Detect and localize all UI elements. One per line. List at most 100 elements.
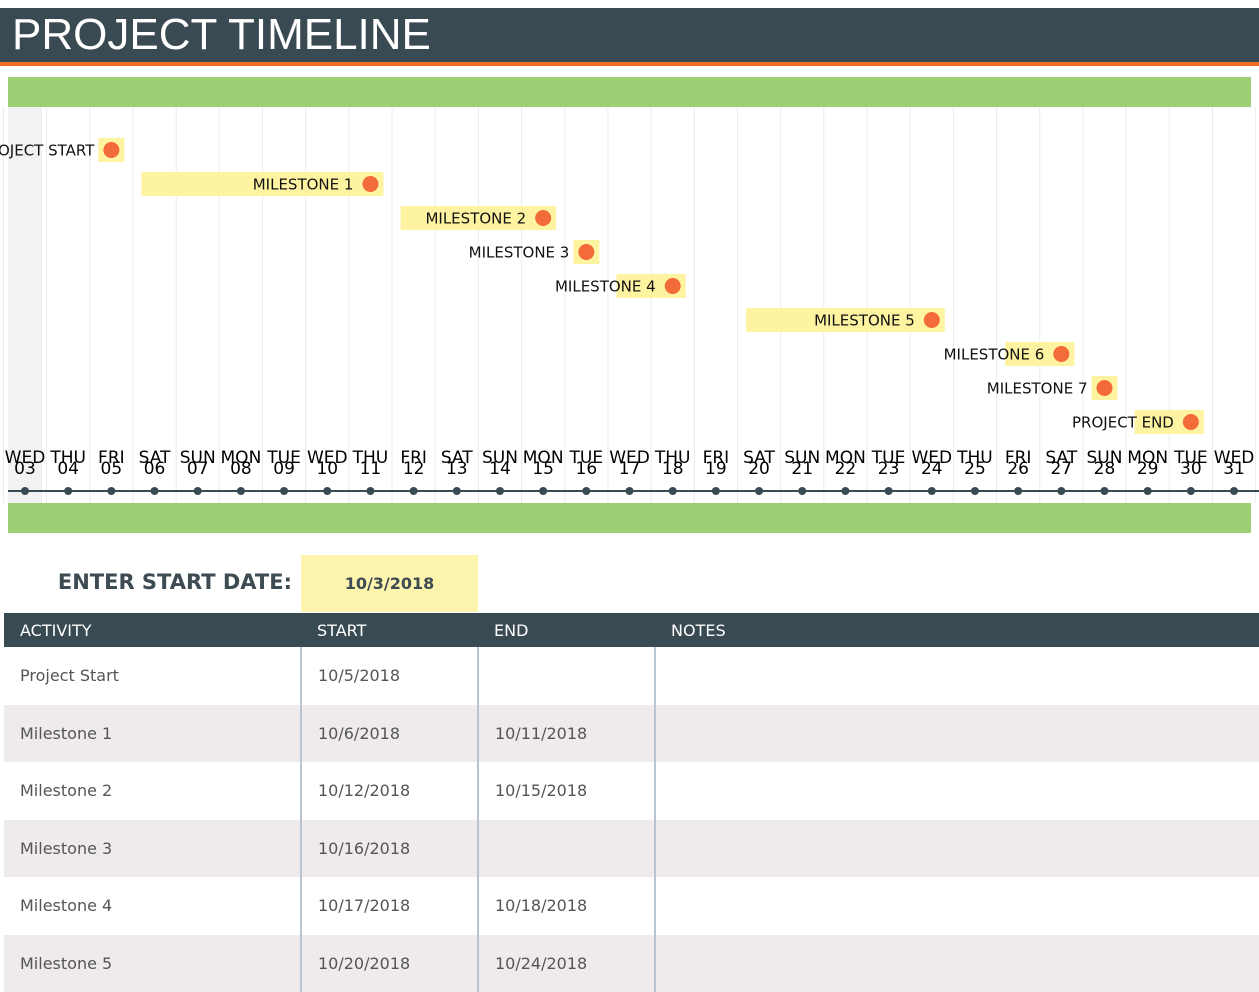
axis-dot: [323, 487, 331, 495]
day-label: 15: [532, 459, 554, 479]
start-date-label: ENTER START DATE:: [0, 570, 292, 594]
milestone-label: MILESTONE 3: [469, 244, 570, 262]
notes-cell: [655, 762, 1259, 820]
table-cell: 10/5/2018: [301, 647, 478, 705]
day-label: 03: [14, 459, 36, 479]
axis-dot: [582, 487, 590, 495]
axis-dot: [194, 487, 202, 495]
day-label: 10: [316, 459, 338, 479]
axis-dot: [107, 487, 115, 495]
table-cell: 10/18/2018: [478, 877, 655, 935]
milestone-dot: [103, 142, 119, 158]
milestone-dot: [1097, 380, 1113, 396]
milestone-dot: [1053, 346, 1069, 362]
day-label: 25: [964, 459, 986, 479]
axis-dot: [755, 487, 763, 495]
axis-dot: [21, 487, 29, 495]
axis-dot: [626, 487, 634, 495]
table-cell: Milestone 5: [4, 935, 301, 992]
day-label: 13: [446, 459, 468, 479]
notes-cell: [655, 647, 1259, 705]
day-label: 20: [748, 459, 770, 479]
axis-dot: [237, 487, 245, 495]
day-label: 04: [57, 459, 79, 479]
day-label: 31: [1223, 459, 1245, 479]
axis-dot: [151, 487, 159, 495]
table-cell: 10/15/2018: [478, 762, 655, 820]
column-header: NOTES: [655, 613, 1259, 647]
day-label: 19: [705, 459, 727, 479]
axis-dot: [1101, 487, 1109, 495]
day-label: 22: [835, 459, 857, 479]
column-header: END: [478, 613, 655, 647]
day-label: 29: [1137, 459, 1159, 479]
milestone-label: MILESTONE 4: [555, 278, 656, 296]
milestone-dot: [1183, 414, 1199, 430]
first-day-shade: [8, 107, 42, 503]
start-date-input[interactable]: 10/3/2018: [301, 555, 478, 612]
day-label: 16: [576, 459, 598, 479]
bottom-band: [8, 503, 1251, 533]
milestone-dot: [578, 244, 594, 260]
axis-dot: [1230, 487, 1238, 495]
milestone-dot: [665, 278, 681, 294]
day-label: 27: [1050, 459, 1072, 479]
table-cell: 10/11/2018: [478, 705, 655, 763]
axis-dot: [928, 487, 936, 495]
day-label: 09: [273, 459, 295, 479]
axis-dot: [1187, 487, 1195, 495]
notes-cell: [655, 820, 1259, 878]
table-cell: [478, 820, 655, 878]
day-label: 26: [1007, 459, 1029, 479]
axis-dot: [1057, 487, 1065, 495]
day-label: 05: [101, 459, 123, 479]
milestone-label: MILESTONE 2: [425, 210, 526, 228]
axis-dot: [885, 487, 893, 495]
day-label: 28: [1094, 459, 1116, 479]
axis-dot: [1144, 487, 1152, 495]
column-header: ACTIVITY: [4, 613, 301, 647]
table-cell: 10/12/2018: [301, 762, 478, 820]
milestone-label: MILESTONE 1: [253, 176, 354, 194]
milestone-dot: [535, 210, 551, 226]
milestone-dot: [362, 176, 378, 192]
table-cell: 10/6/2018: [301, 705, 478, 763]
milestone-label: MILESTONE 5: [814, 312, 915, 330]
axis-dot: [280, 487, 288, 495]
milestone-label: PROJECT END: [1072, 414, 1174, 432]
top-band: [8, 77, 1251, 107]
axis-dot: [712, 487, 720, 495]
table-cell: Milestone 3: [4, 820, 301, 878]
day-label: 06: [144, 459, 166, 479]
table-cell: [478, 647, 655, 705]
day-label: 11: [360, 459, 382, 479]
table-cell: Milestone 1: [4, 705, 301, 763]
day-label: 23: [878, 459, 900, 479]
milestone-label: MILESTONE 6: [944, 346, 1045, 364]
day-label: 17: [619, 459, 641, 479]
day-label: 12: [403, 459, 425, 479]
axis-dot: [453, 487, 461, 495]
day-label: 24: [921, 459, 943, 479]
timeline: WED03THU04FRI05SAT06SUN07MON08TUE09WED10…: [0, 0, 1259, 545]
axis-dot: [366, 487, 374, 495]
notes-cell: [655, 877, 1259, 935]
table-cell: Milestone 4: [4, 877, 301, 935]
column-header: START: [301, 613, 478, 647]
day-label: 18: [662, 459, 684, 479]
table-cell: Project Start: [4, 647, 301, 705]
table-cell: 10/17/2018: [301, 877, 478, 935]
axis-dot: [64, 487, 72, 495]
day-label: 07: [187, 459, 209, 479]
axis-dot: [669, 487, 677, 495]
day-label: 14: [489, 459, 511, 479]
